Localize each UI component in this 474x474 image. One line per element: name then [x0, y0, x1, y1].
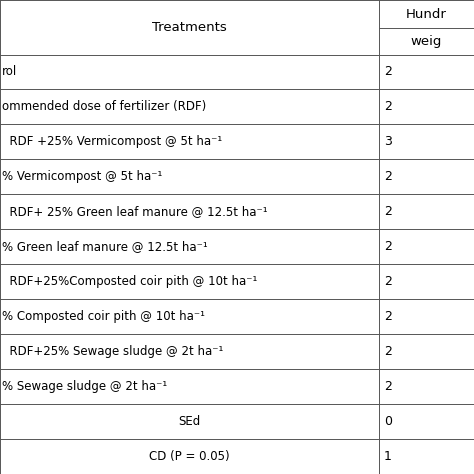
Text: 2: 2 — [384, 205, 392, 219]
Bar — [0, 125, 474, 159]
Text: % Vermicompost @ 5t ha⁻¹: % Vermicompost @ 5t ha⁻¹ — [2, 170, 163, 183]
Text: CD (P = 0.05): CD (P = 0.05) — [149, 450, 230, 463]
Text: 2: 2 — [384, 275, 392, 288]
Text: 2: 2 — [384, 380, 392, 393]
Text: 1: 1 — [384, 450, 392, 463]
Text: 2: 2 — [384, 65, 392, 79]
Text: RDF +25% Vermicompost @ 5t ha⁻¹: RDF +25% Vermicompost @ 5t ha⁻¹ — [2, 136, 223, 148]
Bar — [0, 229, 474, 264]
Text: 2: 2 — [384, 100, 392, 113]
Bar — [0, 55, 474, 90]
Bar — [379, 0, 474, 55]
Text: weig: weig — [411, 35, 442, 48]
Text: Hundr: Hundr — [406, 8, 447, 21]
Text: 0: 0 — [384, 415, 392, 428]
Text: Treatments: Treatments — [152, 21, 227, 34]
Bar — [0, 334, 474, 369]
Text: RDF+25% Sewage sludge @ 2t ha⁻¹: RDF+25% Sewage sludge @ 2t ha⁻¹ — [2, 345, 224, 358]
Bar — [0, 369, 474, 404]
Bar — [0, 159, 474, 194]
Text: 2: 2 — [384, 170, 392, 183]
Text: 2: 2 — [384, 240, 392, 253]
Bar — [0, 90, 474, 124]
Text: RDF+ 25% Green leaf manure @ 12.5t ha⁻¹: RDF+ 25% Green leaf manure @ 12.5t ha⁻¹ — [2, 205, 268, 219]
Text: SEd: SEd — [179, 415, 201, 428]
Bar — [0, 439, 474, 474]
Bar — [0, 299, 474, 334]
Text: % Sewage sludge @ 2t ha⁻¹: % Sewage sludge @ 2t ha⁻¹ — [2, 380, 168, 393]
Text: % Green leaf manure @ 12.5t ha⁻¹: % Green leaf manure @ 12.5t ha⁻¹ — [2, 240, 208, 253]
Text: rol: rol — [2, 65, 18, 79]
Text: 2: 2 — [384, 345, 392, 358]
Bar — [0, 0, 379, 55]
Text: 2: 2 — [384, 310, 392, 323]
Text: 3: 3 — [384, 136, 392, 148]
Bar — [0, 194, 474, 229]
Bar — [0, 404, 474, 439]
Text: RDF+25%Composted coir pith @ 10t ha⁻¹: RDF+25%Composted coir pith @ 10t ha⁻¹ — [2, 275, 258, 288]
Bar — [0, 264, 474, 299]
Text: % Composted coir pith @ 10t ha⁻¹: % Composted coir pith @ 10t ha⁻¹ — [2, 310, 205, 323]
Text: ommended dose of fertilizer (RDF): ommended dose of fertilizer (RDF) — [2, 100, 207, 113]
